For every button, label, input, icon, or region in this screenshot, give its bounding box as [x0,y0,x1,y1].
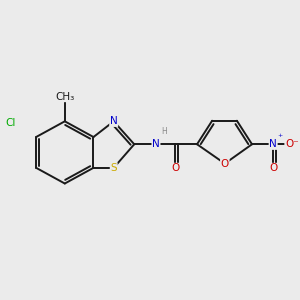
Text: N: N [152,139,160,149]
Text: N: N [110,116,118,126]
Text: O: O [221,159,229,169]
Text: O: O [171,164,179,173]
Text: CH₃: CH₃ [55,92,74,102]
Text: O: O [269,164,277,173]
Text: Cl: Cl [6,118,16,128]
Text: H: H [161,127,167,136]
Text: +: + [278,133,283,138]
Text: N: N [269,139,277,149]
Text: O⁻: O⁻ [285,139,299,149]
Text: S: S [110,163,117,173]
